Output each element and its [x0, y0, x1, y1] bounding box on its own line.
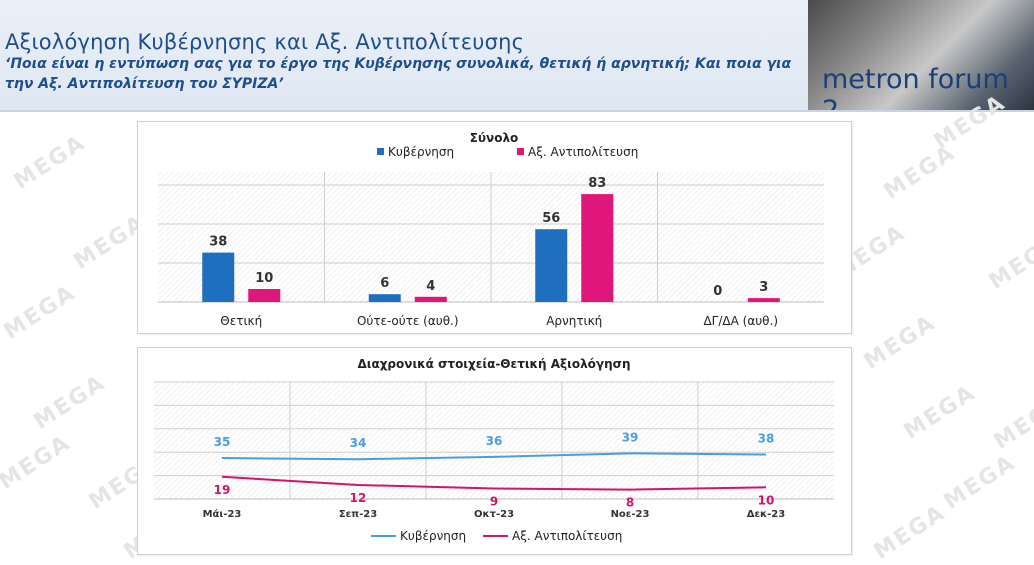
line-x-tick-label: Δεκ-23: [747, 509, 786, 520]
line-x-tick-label: Μάι-23: [203, 508, 242, 520]
bar-opposition: [414, 296, 447, 302]
bar-data-label: 3: [759, 280, 768, 295]
watermark-text: MEGA: [859, 310, 941, 375]
bar-opposition: [581, 194, 614, 302]
bar-chart-panel: Σύνολο Κυβέρνηση Αξ. Αντιπολίτευση 38 10 Θ…: [137, 121, 852, 334]
legend-label-opposition: Αξ. Αντιπολίτευση: [528, 145, 638, 159]
bar-chart-legend: Κυβέρνηση Αξ. Αντιπολίτευση: [377, 145, 638, 159]
bar-data-label: 6: [380, 276, 389, 291]
legend-label-government: Κυβέρνηση: [388, 145, 454, 159]
bar-category-label: Θετική: [220, 314, 262, 328]
line-data-label: 35: [214, 435, 231, 449]
bar-chart: Σύνολο Κυβέρνηση Αξ. Αντιπολίτευση 38 10 Θ…: [158, 131, 824, 328]
watermark-text: MEGA: [0, 430, 76, 495]
legend-label-opposition-line: Αξ. Αντιπολίτευση: [512, 529, 622, 543]
watermark-text: MEGA: [879, 140, 961, 205]
legend-swatch-opposition: [517, 148, 524, 155]
watermark-text: MEGA: [989, 390, 1034, 455]
line-data-label: 34: [350, 436, 367, 450]
bar-government: [535, 229, 568, 302]
line-data-label: 39: [622, 430, 639, 444]
legend-label-government-line: Κυβέρνηση: [400, 529, 466, 543]
line-data-label: 8: [626, 496, 634, 510]
watermark-text: MEGA: [939, 450, 1021, 515]
bar-category-label: Αρνητική: [546, 314, 602, 328]
bar-opposition: [747, 298, 780, 302]
line-x-tick-label: Οκτ-23: [474, 509, 514, 520]
bar-data-label: 83: [588, 176, 606, 191]
bar-data-label: 56: [542, 211, 560, 226]
line-data-label: 9: [490, 494, 498, 508]
bar-plot-area: 38 10 Θετική 6 4 Ούτε-ούτε (αυθ.) 56 83 Αρνητική…: [158, 172, 824, 328]
line-data-label: 12: [350, 491, 367, 505]
bar-data-label: 10: [255, 271, 273, 286]
header-banner: Αξιολόγηση Κυβέρνησης και Αξ. Αντιπολίτε…: [0, 0, 1034, 112]
bar-category-label: ΔΓ/ΔΑ (αυθ.): [703, 314, 778, 328]
logo-text: metron forum 2.: [822, 64, 1009, 110]
page-title: Αξιολόγηση Κυβέρνησης και Αξ. Αντιπολίτε…: [5, 30, 525, 54]
line-data-label: 10: [758, 493, 775, 507]
watermark-text: MEGA: [869, 500, 951, 565]
line-plot-area: 35 34 36 39 38 19 12 9 8 10 Μάι-23 Σεπ-23 Οκτ-23 Νοε-…: [154, 381, 834, 520]
bar-government: [202, 252, 235, 302]
line-chart-panel: Διαχρονικά στοιχεία-Θετική Αξιολόγηση 35…: [137, 347, 852, 555]
bar-government: [368, 294, 401, 302]
watermark-text: MEGA: [0, 280, 81, 345]
line-data-label: 19: [214, 483, 231, 497]
watermark-text: MEGA: [984, 230, 1034, 295]
bar-data-label: 4: [426, 279, 435, 294]
line-chart: Διαχρονικά στοιχεία-Θετική Αξιολόγηση 35…: [154, 357, 834, 543]
bar-data-label: 38: [209, 235, 227, 250]
line-chart-title: Διαχρονικά στοιχεία-Θετική Αξιολόγηση: [357, 357, 630, 371]
logo: metron forum 2.: [808, 0, 1034, 110]
legend-swatch-government: [377, 148, 384, 155]
bar-category-label: Ούτε-ούτε (αυθ.): [357, 314, 459, 328]
line-series-opposition: [221, 475, 767, 491]
bar-chart-title: Σύνολο: [470, 131, 519, 145]
line-chart-legend: Κυβέρνηση Αξ. Αντιπολίτευση: [371, 529, 622, 543]
line-series-government: [221, 452, 767, 461]
bar-opposition: [248, 289, 281, 302]
watermark-text: MEGA: [9, 130, 91, 195]
line-x-tick-label: Νοε-23: [611, 509, 650, 520]
line-x-tick-label: Σεπ-23: [339, 509, 377, 520]
watermark-text: MEGA: [29, 370, 111, 435]
line-data-label: 36: [486, 434, 503, 448]
watermark-text: MEGA: [899, 380, 981, 445]
page-subtitle: ‘Ποια είναι η εντύπωση σας για το έργο τ…: [5, 56, 792, 92]
bar-data-label: 0: [713, 284, 722, 299]
line-data-label: 38: [758, 432, 775, 446]
